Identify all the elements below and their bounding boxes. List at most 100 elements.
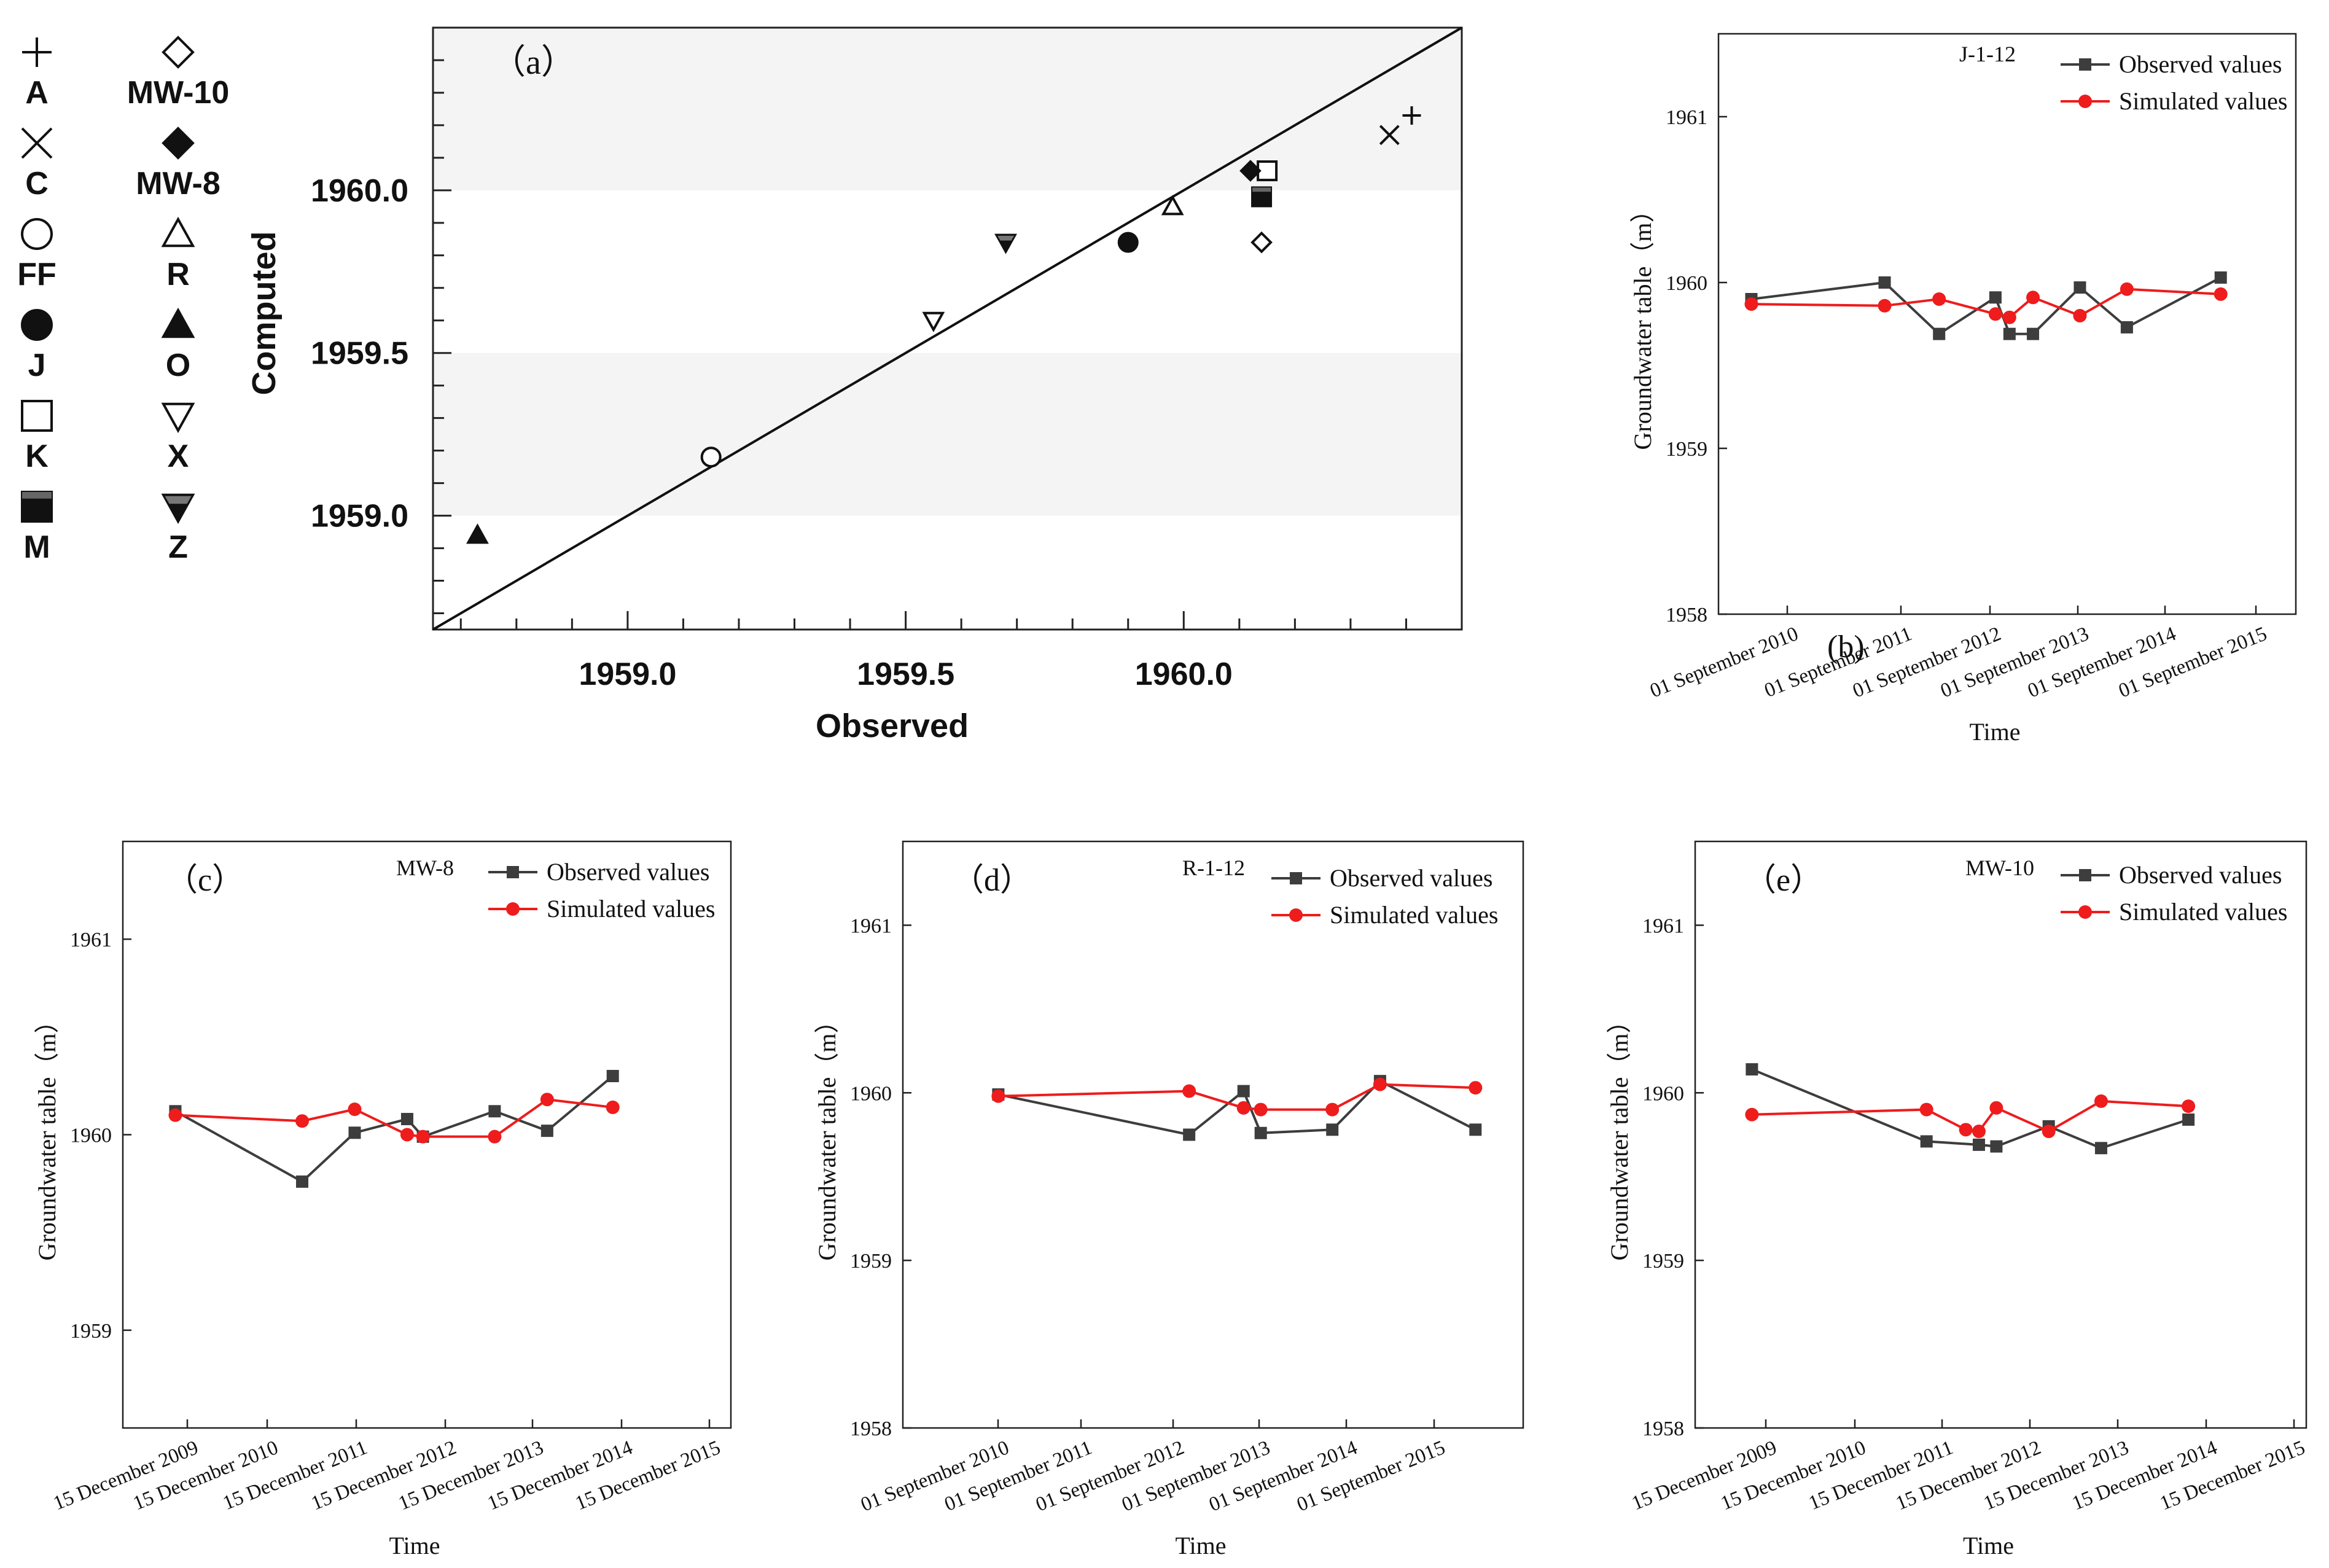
well-name: R-1-12 — [1182, 856, 1245, 880]
panel-label: （d） — [952, 863, 1032, 898]
point-j — [1117, 232, 1139, 253]
x-tick-label: 1959.5 — [857, 657, 954, 692]
marker-shape — [21, 309, 53, 341]
point-o — [466, 523, 489, 544]
legend-label: Observed values — [1330, 864, 1492, 892]
data-point-simulated — [1988, 307, 2002, 321]
y-axis-title: Groundwater table（m） — [1605, 1009, 1633, 1261]
legend-marker — [1289, 908, 1303, 922]
data-point-simulated — [168, 1108, 182, 1122]
data-point-observed — [540, 1125, 553, 1137]
data-point-simulated — [2094, 1094, 2108, 1108]
x-axis-title: Time — [1969, 718, 2020, 746]
x-tick-label: 1960.0 — [1135, 657, 1233, 692]
series-line-observed — [174, 1075, 614, 1184]
legend-marker — [2078, 905, 2092, 919]
data-point-observed — [1878, 276, 1891, 289]
data-point-observed — [348, 1126, 361, 1139]
legend-label: K — [25, 439, 49, 474]
legend-a: A C FF J K M MW-10 MW-8 R O X Z — [17, 36, 229, 565]
data-point-simulated — [2026, 291, 2040, 305]
legend-label: Observed values — [2119, 50, 2282, 78]
legend-label: Z — [168, 529, 188, 565]
legend-label: Simulated values — [1330, 901, 1498, 929]
plot-frame — [1717, 33, 2297, 615]
data-point-observed — [296, 1175, 309, 1188]
well-name: J-1-12 — [1959, 42, 2016, 66]
legend-label: X — [168, 439, 189, 474]
x-tick-label: 15 December 2013 — [396, 1437, 547, 1515]
marker-stroke — [1379, 125, 1400, 146]
data-point-observed — [488, 1105, 501, 1118]
marker-shade — [1252, 187, 1271, 192]
data-point-simulated — [1373, 1077, 1387, 1091]
data-point-observed — [1746, 1063, 1758, 1076]
y-axis-title: Computed — [246, 232, 283, 396]
data-point-observed — [1933, 327, 1946, 340]
data-point-simulated — [1878, 298, 1892, 313]
data-point-observed — [1237, 1085, 1250, 1098]
point-mw-10 — [1250, 231, 1273, 254]
legend-marker-a — [22, 37, 52, 67]
y-tick-label: 1958 — [1666, 604, 1707, 626]
x-tick-label: 15 December 2011 — [220, 1437, 370, 1515]
marker-shape — [1250, 231, 1273, 254]
y-tick-label: 1961 — [70, 929, 112, 951]
panel-label: (b) — [1827, 630, 1865, 665]
marker-shape — [162, 127, 195, 160]
y-tick-label: 1959.5 — [311, 336, 408, 372]
y-tick-label: 1959 — [70, 1320, 112, 1343]
y-tick-label: 1958 — [1642, 1418, 1684, 1440]
data-point-simulated — [2073, 309, 2087, 322]
data-point-simulated — [991, 1089, 1005, 1103]
point-a — [1402, 106, 1421, 125]
point-ff — [700, 447, 722, 468]
point-x — [922, 311, 945, 332]
data-point-simulated — [1959, 1123, 1973, 1137]
data-point-simulated — [295, 1114, 310, 1128]
x-tick-label: 15 December 2015 — [2157, 1437, 2308, 1515]
y-axis-title: Groundwater table（m） — [1629, 198, 1656, 450]
x-axis-title: Time — [1963, 1532, 2014, 1559]
legend-label: R — [166, 257, 190, 292]
data-point-observed — [2073, 281, 2086, 294]
well-name: MW-8 — [396, 856, 454, 880]
legend-label: Simulated values — [547, 895, 715, 922]
point-c — [1379, 125, 1400, 146]
series-line-observed — [1751, 1068, 2189, 1150]
x-tick-label: 01 September 2012 — [1850, 623, 2004, 703]
data-point-simulated — [2042, 1125, 2056, 1139]
legend-label: FF — [17, 257, 57, 292]
legend-label: A — [25, 75, 49, 111]
point-r — [1161, 195, 1184, 216]
legend-marker-m — [21, 491, 53, 523]
data-point-observed — [1972, 1138, 1985, 1151]
data-point-simulated — [1932, 292, 1946, 306]
x-tick-label: 15 December 2014 — [2069, 1437, 2220, 1515]
series-line-simulated — [175, 1098, 613, 1138]
legend-label: MW-8 — [136, 166, 220, 201]
data-point-simulated — [2214, 287, 2228, 301]
legend-label: C — [25, 166, 49, 201]
legend-marker — [2078, 95, 2092, 108]
data-point-simulated — [400, 1128, 414, 1142]
legend-marker — [507, 866, 519, 878]
data-point-simulated — [540, 1093, 554, 1107]
data-point-observed — [1254, 1126, 1267, 1139]
series-line-simulated — [1752, 1099, 2189, 1133]
data-point-simulated — [1972, 1125, 1986, 1139]
x-tick-label: 15 December 2010 — [1718, 1437, 1869, 1515]
data-point-observed — [400, 1113, 413, 1126]
x-axis-title: Time — [1175, 1532, 1226, 1559]
marker-shade — [165, 496, 192, 504]
data-point-simulated — [1182, 1084, 1196, 1098]
well-name: MW-10 — [1965, 856, 2034, 880]
legend-marker-z — [161, 493, 195, 525]
legend-marker-x — [161, 402, 195, 434]
legend-label: O — [166, 348, 190, 383]
x-tick-label: 1959.0 — [579, 657, 676, 692]
y-tick-label: 1959 — [850, 1250, 892, 1273]
y-tick-label: 1959 — [1642, 1250, 1684, 1273]
x-tick-label: 01 September 2013 — [1119, 1437, 1273, 1516]
data-point-simulated — [1254, 1102, 1268, 1117]
